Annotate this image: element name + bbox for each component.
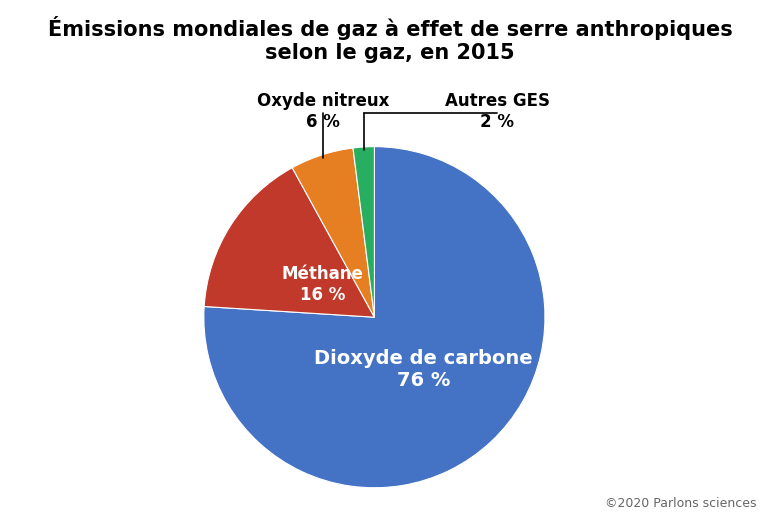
Wedge shape [204, 168, 374, 317]
Text: Oxyde nitreux
6 %: Oxyde nitreux 6 % [257, 92, 389, 131]
Text: ©2020 Parlons sciences: ©2020 Parlons sciences [605, 497, 757, 510]
Text: Dioxyde de carbone
76 %: Dioxyde de carbone 76 % [314, 349, 533, 390]
Text: Méthane
16 %: Méthane 16 % [282, 265, 363, 304]
Wedge shape [292, 148, 374, 317]
Text: Émissions mondiales de gaz à effet de serre anthropiques
selon le gaz, en 2015: Émissions mondiales de gaz à effet de se… [48, 16, 732, 63]
Text: Autres GES
2 %: Autres GES 2 % [445, 92, 550, 131]
Wedge shape [353, 147, 374, 317]
Wedge shape [204, 147, 545, 488]
